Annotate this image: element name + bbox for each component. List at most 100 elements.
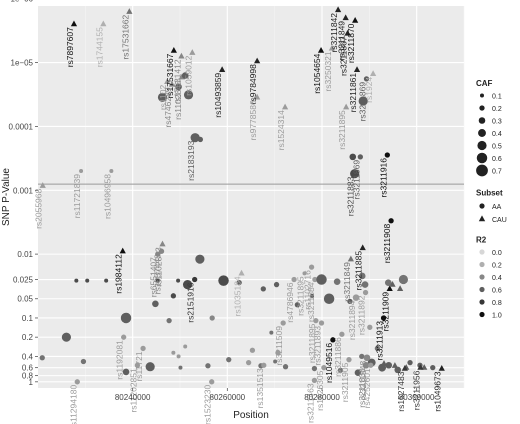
snp-label: rs10493859: [213, 73, 223, 118]
cau-point: [170, 47, 177, 53]
aa-point: [333, 278, 341, 285]
cau-point: [254, 93, 261, 100]
y-tick-label: 0.0001: [9, 122, 34, 131]
legend-r2-symbol: [479, 286, 485, 293]
aa-point: [380, 315, 387, 321]
aa-point: [79, 169, 84, 174]
aa-point: [374, 345, 381, 352]
aa-point: [260, 286, 266, 292]
snp-labels: rs7897607 rs1744155 rs17531662rs17531667rs…: [34, 13, 443, 424]
aa-point: [145, 362, 155, 372]
aa-point: [368, 362, 374, 368]
y-tick-label: 0.4: [22, 352, 34, 361]
snp-label: rs1192081: [115, 340, 125, 380]
aa-point: [236, 280, 242, 286]
aa-point: [394, 366, 402, 374]
legend-r2-symbol: [479, 299, 485, 305]
aa-point: [192, 276, 198, 283]
aa-point: [140, 345, 146, 352]
y-tick-label: 1e−05: [11, 59, 34, 68]
cau-point: [70, 20, 78, 27]
cau-point: [281, 103, 289, 110]
legend-caf-symbol: [476, 152, 488, 164]
aa-point: [384, 152, 390, 158]
aa-point: [311, 377, 318, 384]
aa-point: [358, 272, 366, 280]
legend-subset-symbol: [478, 215, 486, 222]
aa-point: [209, 315, 215, 321]
legend-subset-label: CAU: [492, 217, 507, 224]
cau-point: [344, 29, 351, 36]
cau-point: [334, 6, 342, 13]
aa-point: [330, 337, 336, 343]
x-tick-label: 80300000: [399, 393, 435, 402]
legend-r2-label: 1.0: [492, 313, 502, 320]
cau-point: [328, 44, 336, 51]
snp-label: rs3211861: [348, 73, 358, 113]
snp-label: rs3250321: [323, 51, 333, 91]
aa-point: [280, 320, 286, 326]
cau-point: [39, 182, 46, 188]
snp-label: rs3211905: [340, 362, 350, 402]
aa-point: [362, 289, 369, 296]
aa-point: [61, 332, 71, 342]
aa-point: [316, 274, 327, 285]
snp-label: rs3211909: [381, 292, 391, 332]
legend-r2-title: R2: [476, 236, 487, 245]
aa-point: [245, 359, 252, 366]
snp-label: rs2151916: [186, 282, 196, 322]
snp-label: rs17531667: [165, 53, 175, 98]
aa-point: [346, 357, 352, 363]
cau-point: [417, 364, 424, 370]
y-axis-title: SNP P-Value: [1, 168, 12, 226]
legend-r2-symbol: [479, 249, 485, 255]
cau-point: [100, 20, 107, 27]
legend-r2-label: 0.4: [492, 275, 502, 282]
legend-caf-label: 0.4: [492, 131, 502, 138]
snp-label: rs4252601: [362, 368, 372, 408]
cau-point: [343, 103, 350, 110]
aa-point: [269, 330, 274, 335]
cau-point: [438, 364, 445, 371]
snp-label: rs4746289: [163, 87, 173, 127]
snp-label: rs1057443: [153, 254, 163, 294]
aa-point: [312, 276, 318, 283]
snp-label: rs3211916: [378, 158, 388, 198]
aa-point: [182, 279, 193, 290]
cau-point: [352, 17, 359, 23]
aa-point: [294, 302, 301, 308]
snp-label: rs3211463: [305, 383, 315, 423]
snp-label: rs9778586: [248, 100, 258, 140]
snp-label: rs11294180: [68, 385, 78, 424]
cau-point: [164, 78, 171, 84]
snp-label: rs3211869: [357, 82, 367, 122]
cau-point: [370, 70, 377, 76]
snp-label: rs6551407: [149, 257, 159, 297]
y-tick-label: 0.01: [17, 250, 33, 259]
legend-caf-symbol: [479, 105, 485, 111]
snp-label: rs3211894: [347, 300, 357, 340]
legend-r2-label: 0.8: [492, 300, 502, 307]
aa-point: [74, 379, 80, 385]
aa-point: [321, 365, 327, 371]
aa-point: [39, 355, 45, 361]
aa-point: [323, 293, 335, 304]
aa-point: [157, 92, 168, 102]
y-tick-label: 0.025: [13, 276, 34, 285]
aa-point: [361, 281, 369, 288]
aa-point: [181, 72, 189, 79]
aa-point: [367, 324, 373, 330]
cau-point: [359, 244, 366, 251]
aa-point: [398, 274, 409, 285]
data-marks: [39, 6, 445, 385]
snp-label: rs9784998: [248, 64, 258, 104]
aa-point: [339, 331, 345, 337]
snp-label: rs4786946: [285, 282, 295, 322]
legend-caf-symbol: [478, 117, 486, 124]
cau-point: [389, 281, 396, 287]
cau-point: [401, 364, 408, 371]
aa-point: [134, 362, 141, 368]
cau-point: [380, 360, 388, 366]
aa-point: [388, 218, 394, 224]
